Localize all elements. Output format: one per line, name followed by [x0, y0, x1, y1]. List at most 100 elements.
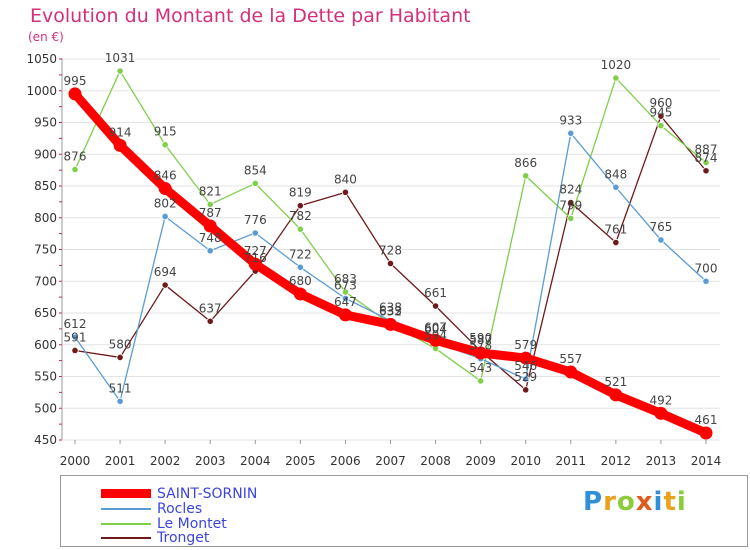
chart-subtitle: (en €) — [28, 30, 64, 44]
data-label: 960 — [649, 96, 672, 110]
legend-item-le-montet: Le Montet — [101, 516, 227, 532]
legend-label: Rocles — [157, 500, 203, 517]
data-label: 661 — [424, 286, 447, 300]
data-point — [386, 259, 395, 268]
data-point — [384, 317, 397, 331]
x-tick-label: 2009 — [465, 454, 496, 468]
x-tick-label: 2011 — [556, 454, 587, 468]
data-label: 673 — [334, 278, 357, 292]
data-label: 995 — [64, 74, 87, 88]
data-label: 694 — [154, 265, 177, 279]
data-label: 594 — [424, 329, 447, 343]
data-label: 587 — [469, 333, 492, 347]
data-point — [519, 351, 533, 365]
data-label: 787 — [199, 206, 222, 220]
y-tick-label: 950 — [34, 116, 57, 130]
y-tick-label: 1050 — [26, 52, 57, 66]
legend-item-saint-sornin: SAINT-SORNIN — [101, 485, 258, 502]
data-point — [251, 179, 259, 188]
x-tick-label: 2007 — [375, 454, 406, 468]
data-label: 802 — [154, 196, 177, 210]
data-point — [609, 388, 623, 402]
legend-item-tronget: Tronget — [101, 530, 209, 546]
legend-label: SAINT-SORNIN — [157, 485, 258, 502]
data-point — [612, 183, 620, 191]
legend-swatch — [101, 522, 151, 525]
data-point — [341, 294, 350, 302]
data-point — [113, 138, 127, 152]
data-label: 782 — [289, 209, 312, 223]
legend-item-rocles: Rocles — [101, 500, 203, 517]
data-label: 607 — [424, 320, 447, 334]
plot-area: 450 500 550 600 650 700 750 800 850 900 950 1000 105… — [26, 51, 722, 468]
x-tick-label: 2012 — [601, 454, 632, 468]
data-label: 680 — [289, 274, 312, 288]
data-point — [522, 375, 530, 383]
data-point — [71, 333, 79, 341]
data-label: 604 — [424, 322, 447, 336]
x-tick-label: 2014 — [691, 454, 722, 468]
x-tick-label: 2008 — [420, 454, 451, 468]
data-label: 543 — [469, 361, 492, 375]
y-tick-label: 450 — [34, 433, 57, 447]
data-label: 557 — [559, 352, 582, 366]
data-label: 887 — [695, 143, 718, 157]
data-point — [522, 172, 530, 180]
y-tick-label: 850 — [34, 179, 57, 193]
y-tick-label: 700 — [34, 274, 57, 288]
x-tick-label: 2002 — [150, 454, 181, 468]
data-label: 821 — [199, 184, 222, 198]
data-label: 874 — [695, 151, 718, 165]
data-label: 819 — [289, 186, 312, 200]
data-point — [158, 182, 172, 196]
data-label: 716 — [244, 251, 267, 265]
y-tick-label: 750 — [34, 243, 57, 257]
data-point — [657, 122, 665, 130]
data-label: 761 — [604, 223, 627, 237]
data-label: 945 — [649, 106, 672, 120]
data-point — [251, 229, 259, 237]
data-point — [567, 198, 575, 207]
data-label: 579 — [514, 338, 537, 352]
data-point — [567, 129, 575, 137]
data-point — [161, 212, 169, 221]
data-point — [699, 426, 713, 440]
data-point — [293, 287, 307, 301]
data-point — [431, 302, 440, 310]
x-tick-label: 2010 — [510, 454, 541, 468]
data-label: 580 — [109, 337, 132, 351]
data-point — [612, 238, 620, 247]
data-label: 1031 — [105, 51, 136, 65]
data-label: 728 — [379, 243, 402, 257]
data-point — [702, 158, 710, 167]
data-label: 511 — [109, 381, 132, 395]
data-point — [654, 406, 668, 420]
legend-swatch — [101, 507, 151, 510]
data-label: 876 — [64, 149, 87, 163]
data-point — [429, 333, 443, 347]
y-tick-label: 900 — [34, 147, 57, 161]
data-label: 612 — [64, 317, 87, 331]
data-label: 776 — [244, 213, 267, 227]
legend-swatch — [101, 536, 151, 539]
data-label: 637 — [199, 301, 222, 315]
y-tick-label: 500 — [34, 401, 57, 415]
x-tick-label: 2013 — [646, 454, 677, 468]
data-label: 633 — [379, 304, 402, 318]
y-tick-label: 550 — [34, 370, 57, 384]
data-label: 546 — [514, 359, 537, 373]
y-tick-label: 600 — [34, 338, 57, 352]
data-label: 492 — [649, 393, 672, 407]
data-label: 521 — [604, 375, 627, 389]
data-point — [477, 377, 485, 385]
data-point — [71, 346, 79, 355]
data-point — [296, 225, 304, 233]
chart-title: Evolution du Montant de la Dette par Hab… — [30, 5, 471, 27]
y-tick-label: 650 — [34, 306, 57, 320]
data-point — [296, 202, 304, 210]
data-point — [116, 353, 124, 362]
data-point — [612, 74, 620, 82]
data-label: 748 — [199, 231, 222, 245]
data-label: 915 — [154, 125, 177, 139]
